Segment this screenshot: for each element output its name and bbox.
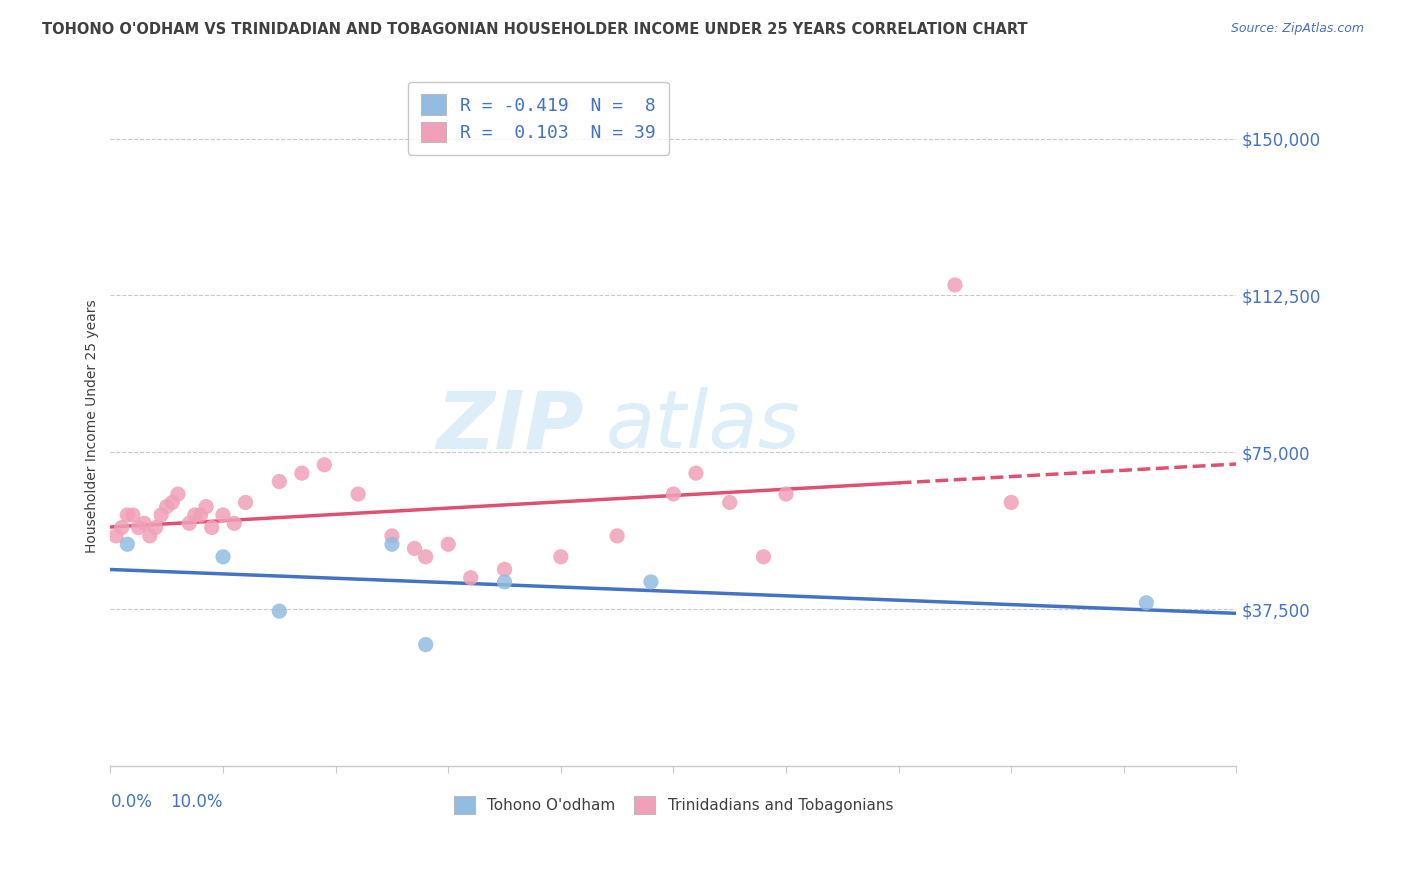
Point	[718, 495, 741, 509]
Point	[184, 508, 207, 522]
Y-axis label: Householder Income Under 25 years: Householder Income Under 25 years	[86, 300, 100, 553]
Point	[347, 487, 370, 501]
Point	[381, 529, 404, 543]
Point	[179, 516, 201, 531]
Point	[775, 487, 797, 501]
Point	[105, 529, 128, 543]
Point	[128, 520, 150, 534]
Text: Source: ZipAtlas.com: Source: ZipAtlas.com	[1230, 22, 1364, 36]
Point	[156, 500, 179, 514]
Point	[460, 571, 482, 585]
Point	[145, 520, 167, 534]
Point	[235, 495, 257, 509]
Point	[943, 277, 966, 292]
Point	[415, 638, 437, 652]
Point	[662, 487, 685, 501]
Point	[212, 508, 235, 522]
Text: ZIP: ZIP	[436, 387, 583, 465]
Point	[494, 574, 516, 589]
Point	[291, 466, 314, 480]
Legend: Tohono O'odham, Trinidadians and Tobagonians: Tohono O'odham, Trinidadians and Tobagon…	[444, 787, 903, 822]
Text: 10.0%: 10.0%	[170, 793, 224, 811]
Point	[415, 549, 437, 564]
Point	[117, 537, 139, 551]
Point	[494, 562, 516, 576]
Point	[122, 508, 145, 522]
Point	[212, 549, 235, 564]
Point	[550, 549, 572, 564]
Point	[224, 516, 246, 531]
Point	[404, 541, 426, 556]
Point	[314, 458, 336, 472]
Text: 0.0%: 0.0%	[111, 793, 152, 811]
Point	[117, 508, 139, 522]
Point	[640, 574, 662, 589]
Point	[190, 508, 212, 522]
Text: atlas: atlas	[606, 387, 800, 465]
Point	[167, 487, 190, 501]
Point	[150, 508, 173, 522]
Point	[162, 495, 184, 509]
Point	[195, 500, 218, 514]
Point	[269, 604, 291, 618]
Point	[685, 466, 707, 480]
Point	[201, 520, 224, 534]
Text: TOHONO O'ODHAM VS TRINIDADIAN AND TOBAGONIAN HOUSEHOLDER INCOME UNDER 25 YEARS C: TOHONO O'ODHAM VS TRINIDADIAN AND TOBAGO…	[42, 22, 1028, 37]
Point	[606, 529, 628, 543]
Point	[381, 537, 404, 551]
Point	[134, 516, 156, 531]
Point	[1135, 596, 1157, 610]
Point	[139, 529, 162, 543]
Point	[269, 475, 291, 489]
Point	[111, 520, 134, 534]
Point	[437, 537, 460, 551]
Point	[752, 549, 775, 564]
Point	[1000, 495, 1022, 509]
